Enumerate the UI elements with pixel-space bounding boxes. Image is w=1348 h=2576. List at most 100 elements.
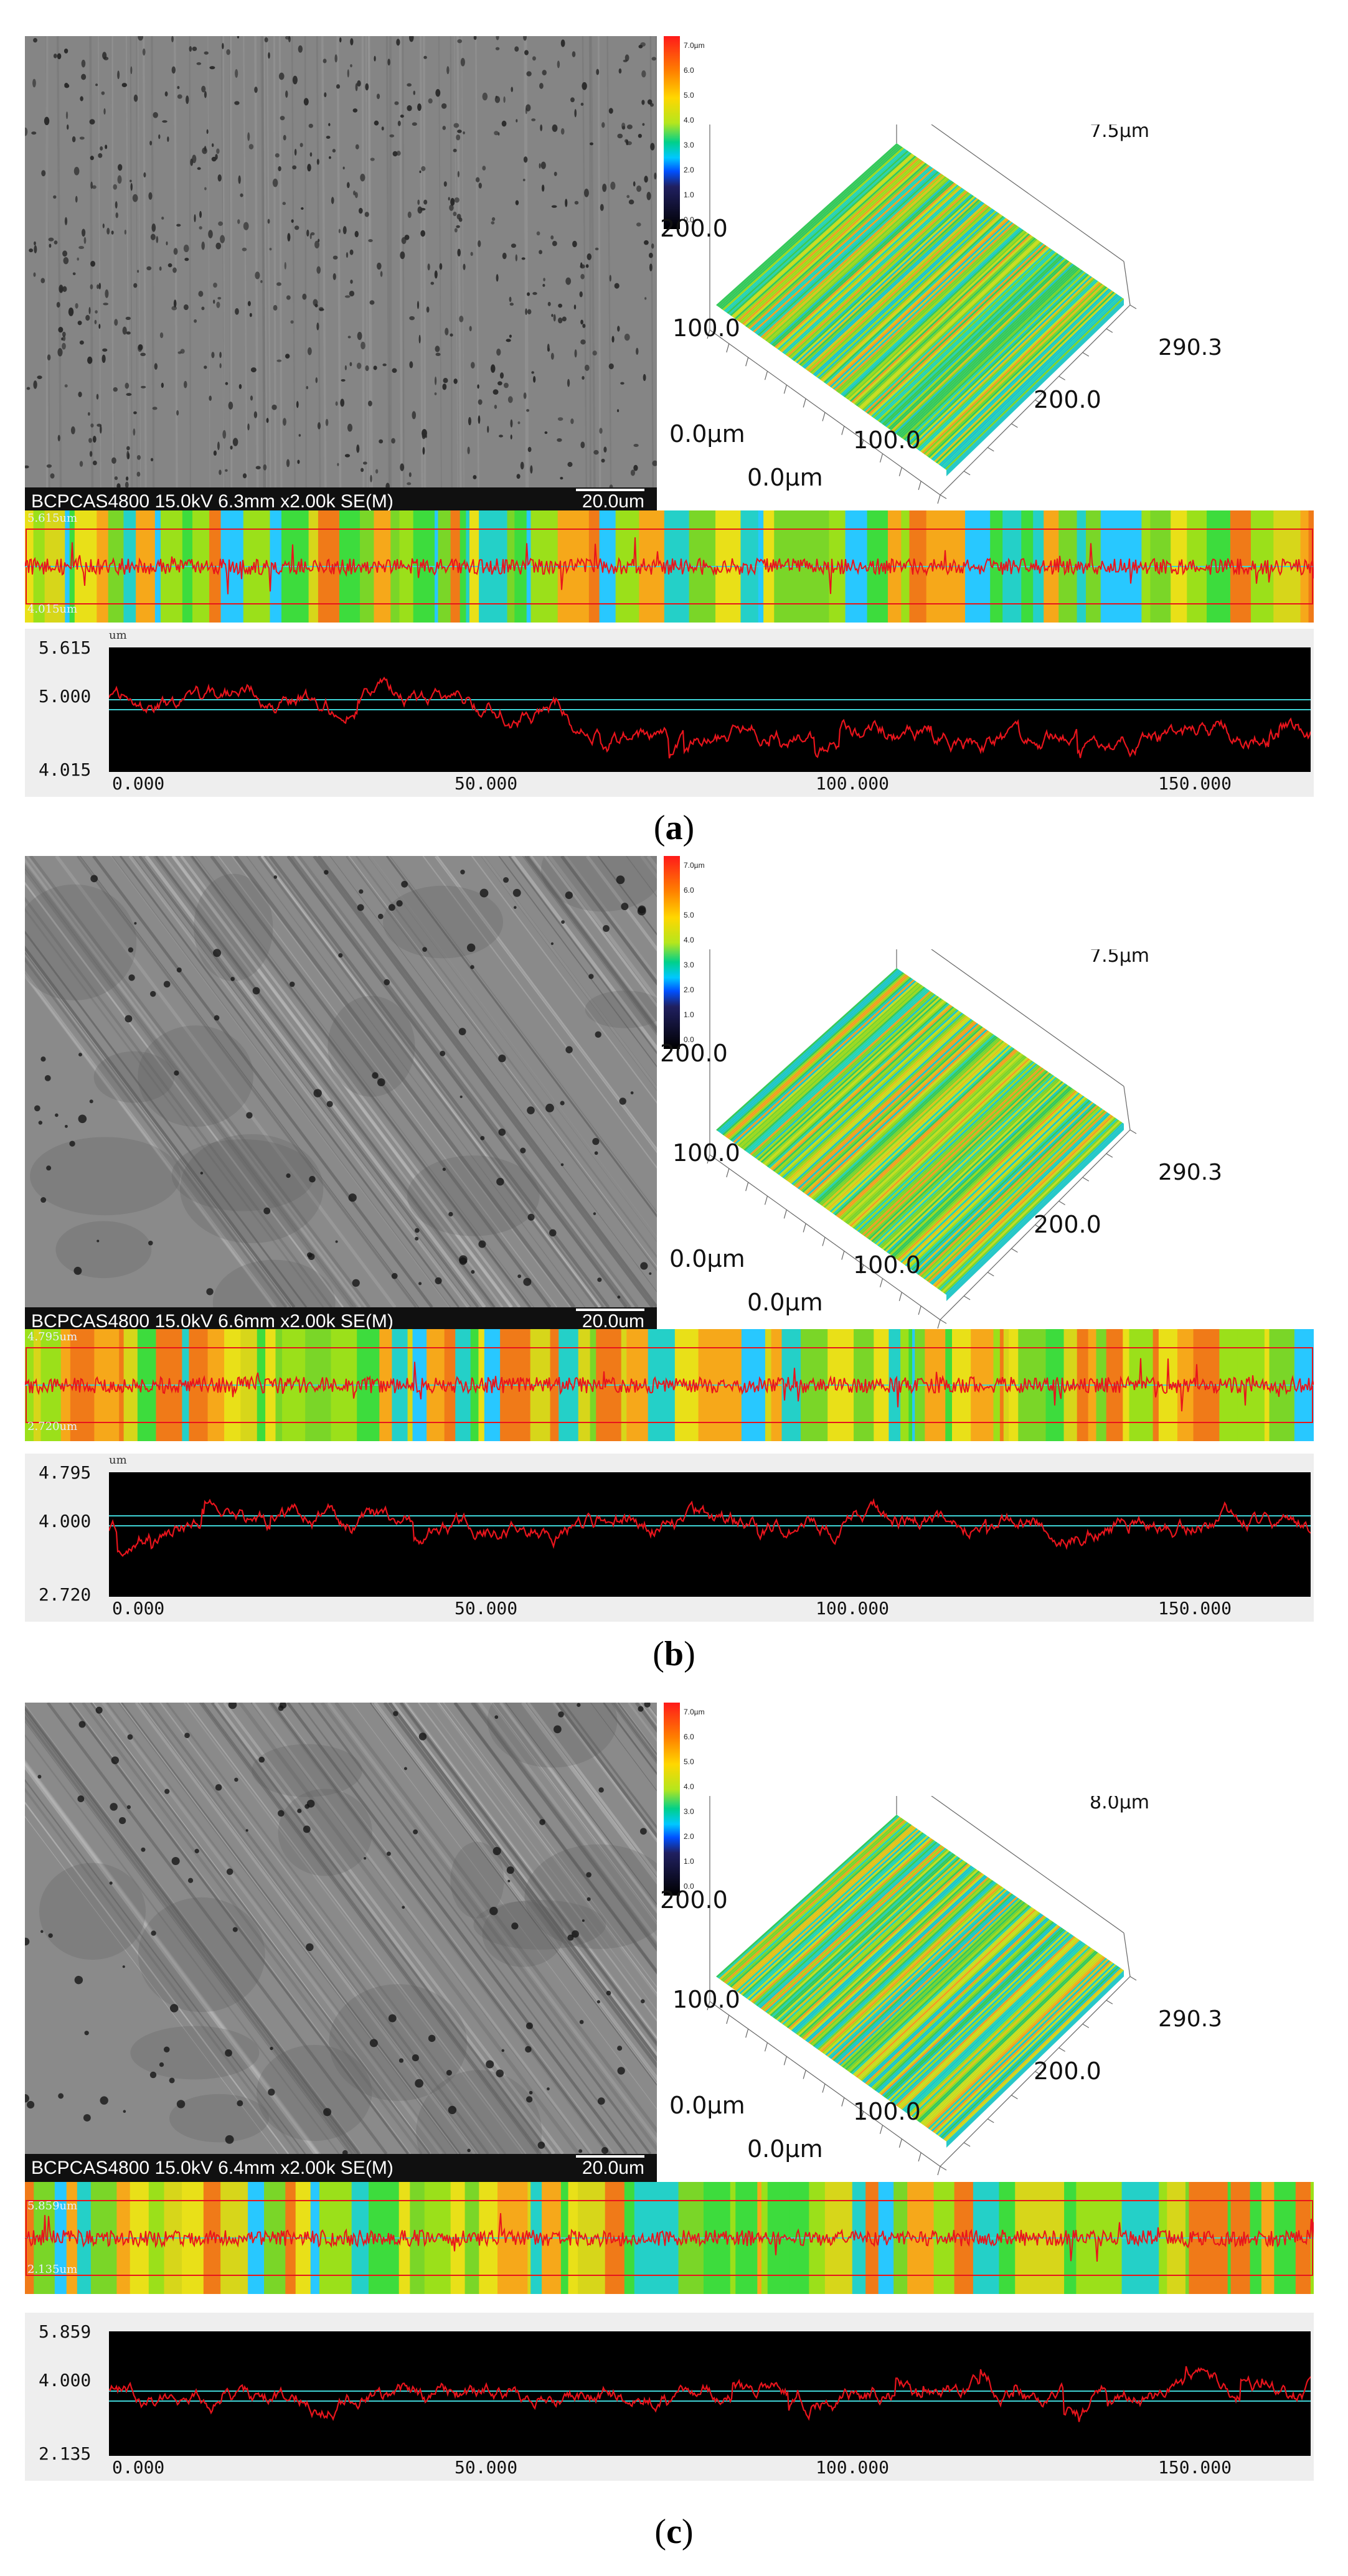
x-max-label: 290.3 bbox=[1158, 1160, 1222, 1185]
y-tick-top: 4.795 bbox=[39, 1462, 92, 1483]
profile-graph: 5.859 4.000 2.135 0.000 50.000 100.000 1… bbox=[25, 2313, 1314, 2481]
y-tick-200: 200.0 bbox=[660, 1886, 728, 1914]
height-colorbar bbox=[664, 36, 680, 229]
colorbar-tick-label: 6.0 bbox=[684, 66, 694, 75]
strip-top-label: 5.859um bbox=[27, 2199, 78, 2212]
sem-texture bbox=[25, 1703, 657, 2154]
x-origin-label: 0.0µm bbox=[747, 1289, 823, 1316]
sem-image: BCPCAS4800 15.0kV 6.3mm x2.00k SE(M) 20.… bbox=[25, 36, 657, 515]
x-tick-200-3d: 200.0 bbox=[1034, 2057, 1101, 2085]
y-tick-top: 5.859 bbox=[39, 2321, 92, 2342]
x-tick-100-3d: 100.0 bbox=[853, 1251, 921, 1279]
colorbar-tick-label: 0.0 bbox=[684, 1882, 694, 1891]
colorbar-tick-label: 3.0 bbox=[684, 141, 694, 149]
sem-info-text: BCPCAS4800 15.0kV 6.6mm x2.00k SE(M) bbox=[31, 1311, 394, 1332]
x-tick-150: 150.000 bbox=[1158, 773, 1232, 794]
x-tick-0: 0.000 bbox=[112, 2457, 165, 2478]
strip-bottom-label: 2.135um bbox=[27, 2263, 78, 2276]
sem-texture bbox=[25, 36, 657, 487]
colorbar-tick-label: 4.0 bbox=[684, 116, 694, 125]
z-max-label: 8.0µm bbox=[1090, 1796, 1149, 1813]
x-tick-200-3d: 200.0 bbox=[1034, 386, 1101, 413]
x-origin-label: 0.0µm bbox=[747, 464, 823, 491]
colorbar-tick-label: 6.0 bbox=[684, 886, 694, 895]
x-tick-100: 100.000 bbox=[816, 2457, 890, 2478]
x-tick-50: 50.000 bbox=[455, 773, 518, 794]
origin-label: 0.0µm bbox=[669, 2092, 745, 2119]
x-tick-50: 50.000 bbox=[455, 1598, 518, 1619]
x-tick-150: 150.000 bbox=[1158, 2457, 1232, 2478]
colorbar-tick-label: 5.0 bbox=[684, 1757, 694, 1766]
colorbar-tick-label: 5.0 bbox=[684, 91, 694, 100]
y-tick-200: 200.0 bbox=[660, 1040, 728, 1067]
y-tick-200: 200.0 bbox=[660, 215, 728, 242]
colorbar-tick-label: 2.0 bbox=[684, 166, 694, 174]
graph-unit-label: um bbox=[109, 1454, 127, 1467]
colorbar-tick-label: 5.0 bbox=[684, 911, 694, 919]
strip-bottom-label: 2.720um bbox=[27, 1420, 78, 1433]
panel-b: BCPCAS4800 15.0kV 6.6mm x2.00k SE(M) 20.… bbox=[0, 856, 1348, 1678]
strip-top-label: 5.615um bbox=[27, 512, 78, 525]
y-tick-mid: 4.000 bbox=[39, 1511, 92, 1531]
x-tick-0: 0.000 bbox=[112, 773, 165, 794]
caption-b: (b) bbox=[653, 1635, 695, 1673]
scale-bar-icon bbox=[576, 489, 644, 491]
x-tick-0: 0.000 bbox=[112, 1598, 165, 1619]
strip-top-label: 4.795um bbox=[27, 1330, 78, 1343]
x-tick-100-3d: 100.0 bbox=[853, 426, 921, 454]
origin-label: 0.0µm bbox=[669, 420, 745, 448]
colorbar-tick-label: 4.0 bbox=[684, 936, 694, 944]
graph-unit-label: um bbox=[109, 629, 127, 642]
colorbar-labels: 7.0µm 6.0 5.0 4.0 3.0 2.0 1.0 0.0 bbox=[684, 856, 715, 1049]
profile-plot-area bbox=[108, 1472, 1311, 1597]
y-tick-bottom: 2.720 bbox=[39, 1584, 92, 1605]
height-colorbar bbox=[664, 1703, 680, 1896]
colorbar-tick-label: 7.0µm bbox=[684, 861, 705, 870]
sem-scale-text: 20.0um bbox=[582, 491, 644, 512]
caption-a: (a) bbox=[653, 809, 695, 847]
profile-strip: 5.859um 2.135um bbox=[25, 2182, 1314, 2294]
profile-plot-area bbox=[108, 2331, 1311, 2456]
y-tick-top: 5.615 bbox=[39, 637, 92, 658]
profile-graph: um 4.795 4.000 2.720 0.000 50.000 100.00… bbox=[25, 1454, 1314, 1622]
profile-strip: 4.795um 2.720um bbox=[25, 1329, 1314, 1441]
sem-info-text: BCPCAS4800 15.0kV 6.3mm x2.00k SE(M) bbox=[31, 491, 394, 512]
x-tick-50: 50.000 bbox=[455, 2457, 518, 2478]
x-origin-label: 0.0µm bbox=[747, 2135, 823, 2163]
colorbar-tick-label: 1.0 bbox=[684, 1010, 694, 1019]
strip-bottom-label: 4.015um bbox=[27, 603, 78, 616]
sem-info-bar: BCPCAS4800 15.0kV 6.4mm x2.00k SE(M) 20.… bbox=[25, 2154, 657, 2182]
z-max-label: 7.5µm bbox=[1090, 125, 1149, 142]
x-tick-100: 100.000 bbox=[816, 773, 890, 794]
x-tick-100: 100.000 bbox=[816, 1598, 890, 1619]
x-max-label: 290.3 bbox=[1158, 335, 1222, 360]
y-tick-100: 100.0 bbox=[672, 314, 740, 342]
sem-info-text: BCPCAS4800 15.0kV 6.4mm x2.00k SE(M) bbox=[31, 2158, 394, 2178]
colorbar-tick-label: 6.0 bbox=[684, 1732, 694, 1741]
caption-c: (c) bbox=[654, 2513, 694, 2551]
colorbar-tick-label: 3.0 bbox=[684, 961, 694, 969]
y-tick-bottom: 2.135 bbox=[39, 2443, 92, 2464]
y-tick-100: 100.0 bbox=[672, 1139, 740, 1167]
profile-strip: 5.615um 4.015um bbox=[25, 510, 1314, 623]
sem-scale-text: 20.0um bbox=[582, 2158, 644, 2178]
sem-scale-text: 20.0um bbox=[582, 1311, 644, 1332]
colorbar-labels: 7.0µm 6.0 5.0 4.0 3.0 2.0 1.0 0.0 bbox=[684, 36, 715, 229]
x-tick-200-3d: 200.0 bbox=[1034, 1211, 1101, 1238]
colorbar-tick-label: 1.0 bbox=[684, 190, 694, 199]
colorbar-tick-label: 3.0 bbox=[684, 1807, 694, 1816]
y-tick-mid: 4.000 bbox=[39, 2370, 92, 2390]
origin-label: 0.0µm bbox=[669, 1245, 745, 1272]
colorbar-tick-label: 2.0 bbox=[684, 1832, 694, 1841]
height-colorbar bbox=[664, 856, 680, 1049]
colorbar-tick-label: 0.0 bbox=[684, 215, 694, 224]
sem-image: BCPCAS4800 15.0kV 6.4mm x2.00k SE(M) 20.… bbox=[25, 1703, 657, 2182]
colorbar-tick-label: 0.0 bbox=[684, 1035, 694, 1044]
colorbar-tick-label: 4.0 bbox=[684, 1782, 694, 1791]
sem-image: BCPCAS4800 15.0kV 6.6mm x2.00k SE(M) 20.… bbox=[25, 856, 657, 1335]
colorbar-tick-label: 2.0 bbox=[684, 985, 694, 994]
y-tick-bottom: 4.015 bbox=[39, 759, 92, 780]
x-tick-150: 150.000 bbox=[1158, 1598, 1232, 1619]
